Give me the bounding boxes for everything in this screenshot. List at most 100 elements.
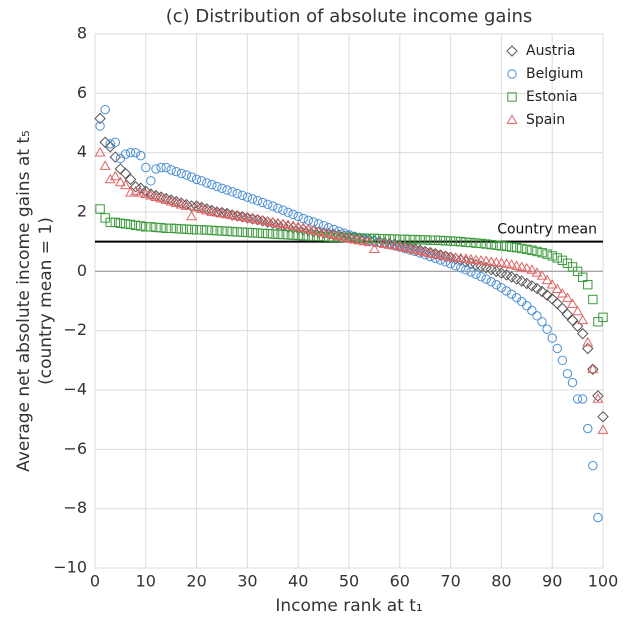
data-point bbox=[486, 277, 496, 287]
data-point bbox=[222, 185, 232, 195]
data-point bbox=[456, 236, 466, 247]
x-tick-label: 80 bbox=[491, 572, 511, 591]
data-point bbox=[120, 219, 131, 229]
data-point bbox=[277, 218, 289, 229]
data-point bbox=[252, 196, 263, 206]
data-point bbox=[542, 324, 552, 334]
data-point bbox=[236, 211, 248, 221]
data-point bbox=[486, 239, 496, 250]
data-point bbox=[202, 225, 212, 235]
legend-marker bbox=[506, 114, 518, 124]
data-point bbox=[506, 259, 518, 269]
y-tick-label: 8 bbox=[77, 24, 87, 43]
data-point bbox=[592, 393, 604, 403]
data-point bbox=[313, 219, 324, 229]
data-point bbox=[348, 233, 360, 244]
data-point bbox=[217, 226, 227, 236]
data-point bbox=[485, 256, 497, 266]
x-tick-label: 0 bbox=[90, 572, 100, 591]
y-axis-label: Average net absolute income gains at t₅ bbox=[14, 130, 34, 472]
data-point bbox=[490, 256, 502, 267]
legend-marker bbox=[507, 69, 517, 79]
data-point bbox=[94, 147, 106, 157]
data-point bbox=[420, 235, 430, 245]
x-tick-label: 40 bbox=[288, 572, 308, 591]
data-point bbox=[191, 225, 202, 235]
data-point bbox=[283, 207, 293, 217]
data-point bbox=[136, 150, 146, 161]
x-axis-label: Income rank at t₁ bbox=[275, 596, 422, 616]
reference-label: Country mean bbox=[497, 222, 597, 238]
data-point bbox=[135, 187, 147, 197]
data-point bbox=[171, 166, 181, 177]
data-point bbox=[542, 249, 552, 259]
data-point bbox=[124, 173, 137, 186]
data-point bbox=[476, 271, 486, 282]
data-point bbox=[313, 225, 325, 236]
data-point bbox=[165, 195, 177, 206]
data-point bbox=[598, 312, 608, 323]
data-point bbox=[136, 221, 146, 231]
data-point bbox=[445, 251, 457, 261]
data-point bbox=[212, 181, 222, 192]
data-point bbox=[440, 236, 451, 246]
data-point bbox=[278, 229, 288, 240]
data-point bbox=[186, 210, 198, 221]
data-point bbox=[583, 423, 593, 434]
data-point bbox=[440, 250, 452, 261]
data-point bbox=[263, 199, 273, 209]
data-point bbox=[456, 263, 466, 273]
data-point bbox=[399, 241, 411, 252]
data-point bbox=[237, 227, 248, 237]
data-point bbox=[500, 258, 512, 268]
data-point bbox=[104, 173, 116, 184]
y-axis-label: (country mean = 1) bbox=[36, 217, 56, 385]
data-point bbox=[541, 289, 553, 301]
data-point bbox=[226, 209, 238, 220]
data-point bbox=[576, 327, 589, 340]
data-point bbox=[424, 247, 436, 258]
data-point bbox=[536, 285, 548, 298]
x-tick-label: 30 bbox=[237, 572, 257, 591]
data-point bbox=[105, 217, 115, 228]
y-tick-label: 4 bbox=[77, 142, 87, 161]
data-point bbox=[146, 222, 156, 232]
data-point bbox=[247, 228, 258, 238]
data-point bbox=[425, 235, 435, 245]
data-point bbox=[415, 235, 425, 245]
data-point bbox=[419, 246, 431, 257]
data-point bbox=[115, 218, 126, 228]
data-point bbox=[232, 227, 242, 237]
x-tick-label: 50 bbox=[339, 572, 359, 591]
data-point bbox=[95, 204, 105, 214]
data-point bbox=[501, 241, 512, 252]
data-point bbox=[186, 224, 197, 235]
data-point bbox=[176, 224, 187, 234]
data-point bbox=[140, 188, 152, 199]
data-point bbox=[461, 237, 471, 247]
legend-label: Estonia bbox=[526, 89, 578, 105]
data-point bbox=[109, 170, 121, 181]
data-point bbox=[221, 208, 233, 219]
data-point bbox=[384, 234, 395, 244]
data-point bbox=[481, 239, 491, 249]
data-point bbox=[333, 230, 345, 241]
x-tick-label: 90 bbox=[542, 572, 562, 591]
data-point bbox=[334, 232, 344, 242]
data-point bbox=[155, 193, 167, 203]
data-point bbox=[582, 342, 594, 355]
x-tick-label: 100 bbox=[588, 572, 619, 591]
data-point bbox=[110, 217, 121, 228]
data-point bbox=[404, 243, 416, 253]
data-point bbox=[511, 260, 523, 270]
data-point bbox=[288, 209, 298, 220]
data-point bbox=[501, 286, 512, 296]
data-point bbox=[592, 390, 604, 402]
data-point bbox=[272, 217, 284, 228]
data-point bbox=[587, 363, 599, 375]
data-point bbox=[161, 162, 171, 173]
data-point bbox=[191, 201, 203, 212]
data-point bbox=[175, 198, 187, 209]
data-point bbox=[588, 294, 598, 305]
data-point bbox=[430, 235, 441, 245]
